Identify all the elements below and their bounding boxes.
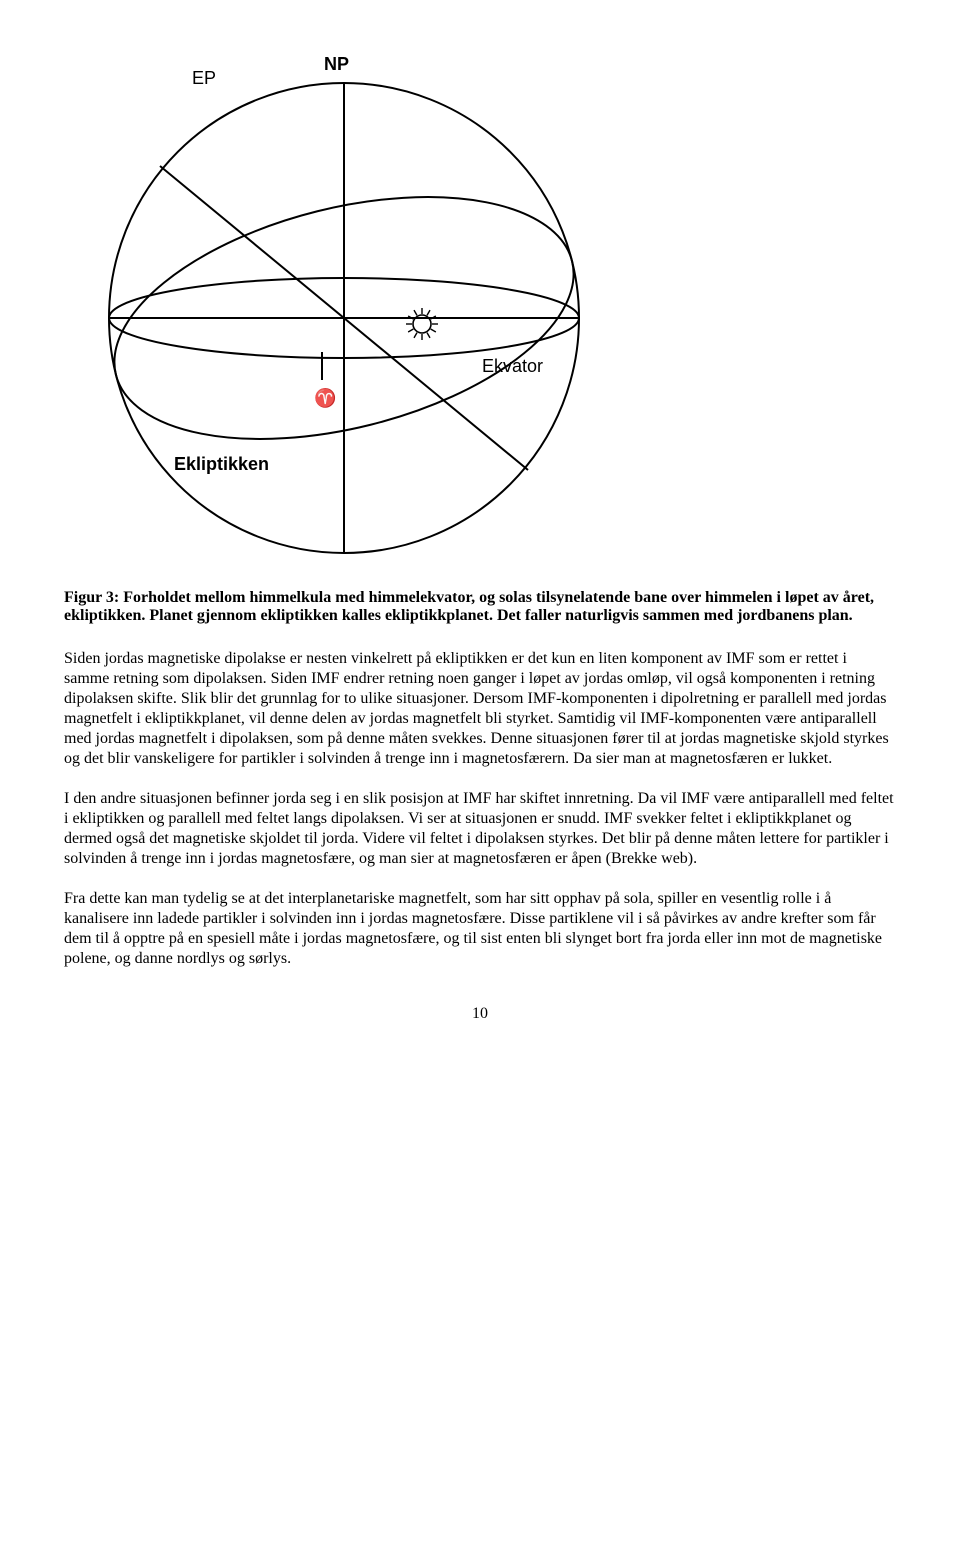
figure-caption: Figur 3: Forholdet mellom himmelkula med…: [64, 589, 896, 625]
body-paragraph-3: Fra dette kan man tydelig se at det inte…: [64, 889, 896, 969]
svg-text:EP: EP: [192, 68, 216, 88]
page-number: 10: [64, 1005, 896, 1023]
svg-text:♈: ♈: [314, 387, 336, 408]
svg-text:Ekliptikken: Ekliptikken: [174, 454, 269, 474]
svg-text:NP: NP: [324, 54, 349, 74]
celestial-sphere-svg: NP EP Ekvator Ekliptikken ♈: [64, 48, 624, 568]
svg-text:Ekvator: Ekvator: [482, 356, 543, 376]
body-paragraph-2: I den andre situasjonen befinner jorda s…: [64, 789, 896, 869]
body-paragraph-1: Siden jordas magnetiske dipolakse er nes…: [64, 649, 896, 769]
celestial-sphere-figure: NP EP Ekvator Ekliptikken ♈: [64, 48, 896, 573]
